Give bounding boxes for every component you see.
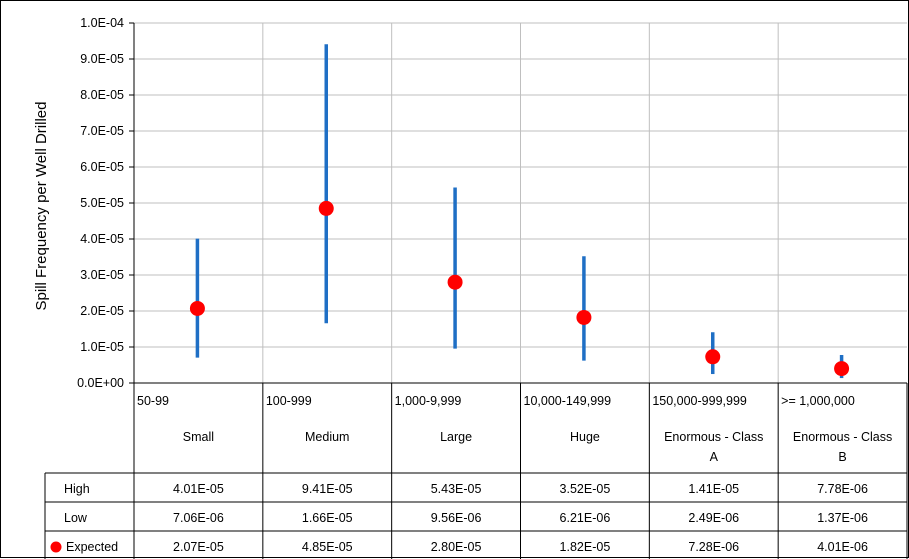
table-value-cell: 4.01E-06 [817,540,868,554]
category-size-label: Huge [570,430,600,444]
table-value-cell: 2.07E-05 [173,540,224,554]
table-value-cell: 4.01E-05 [173,482,224,496]
table-value-cell: 1.41E-05 [688,482,739,496]
table-value-cell: 1.82E-05 [560,540,611,554]
table-value-cell: 9.56E-06 [431,511,482,525]
table-value-cell: 2.49E-06 [688,511,739,525]
y-tick-label: 1.0E-04 [80,16,124,30]
category-size-label: Enormous - Class [664,430,763,444]
y-tick-label: 0.0E+00 [77,376,124,390]
expected-point [705,349,721,365]
table-value-cell: 3.52E-05 [560,482,611,496]
expected-point [189,300,205,316]
range-lines [195,44,844,379]
table-value-cell: 6.21E-06 [560,511,611,525]
category-size-label: Small [183,430,214,444]
category-range-label: 150,000-999,999 [652,394,747,408]
table-value-cell: 1.37E-06 [817,511,868,525]
gridlines [134,22,907,384]
series-row-label: High [64,482,90,496]
y-tick-label: 8.0E-05 [80,88,124,102]
table-value-cell: 5.43E-05 [431,482,482,496]
y-tick-label: 5.0E-05 [80,196,124,210]
y-axis-title: Spill Frequency per Well Drilled [33,102,50,311]
table-value-cell: 7.78E-06 [817,482,868,496]
category-range-label: 1,000-9,999 [395,394,462,408]
y-tick-label: 9.0E-05 [80,52,124,66]
category-range-label: 10,000-149,999 [524,394,612,408]
table-value-cell: 1.66E-05 [302,511,353,525]
expected-point [318,200,334,216]
y-tick-label: 7.0E-05 [80,124,124,138]
expected-markers [189,200,850,377]
category-size-label: Medium [305,430,349,444]
table-value-cell: 7.06E-06 [173,511,224,525]
expected-point [576,309,592,325]
category-range-label: 50-99 [137,394,169,408]
data-table: 50-99 Small 100-999 Medium 1,000-9,999 Large 1… [44,383,908,559]
y-tick-label: 4.0E-05 [80,232,124,246]
table-value-cell: 4.85E-05 [302,540,353,554]
legend-expected-marker [50,541,62,553]
category-size-label: Enormous - Class [793,430,892,444]
category-size-label: B [838,450,846,464]
series-row-label: Low [64,511,88,525]
y-tick-labels: 0.0E+00 1.0E-05 2.0E-05 3.0E-05 4.0E-05 5.0E-… [77,16,124,390]
y-tick-label: 6.0E-05 [80,160,124,174]
y-tick-label: 2.0E-05 [80,304,124,318]
series-row-label: Expected [66,540,118,554]
category-range-label: 100-999 [266,394,312,408]
expected-point [447,274,463,290]
y-tick-label: 3.0E-05 [80,268,124,282]
table-value-cell: 9.41E-05 [302,482,353,496]
table-value-cell: 2.80E-05 [431,540,482,554]
category-size-label: A [710,450,719,464]
y-tick-label: 1.0E-05 [80,340,124,354]
category-size-label: Large [440,430,472,444]
expected-point [834,361,850,377]
category-range-label: >= 1,000,000 [781,394,855,408]
table-value-cell: 7.28E-06 [688,540,739,554]
